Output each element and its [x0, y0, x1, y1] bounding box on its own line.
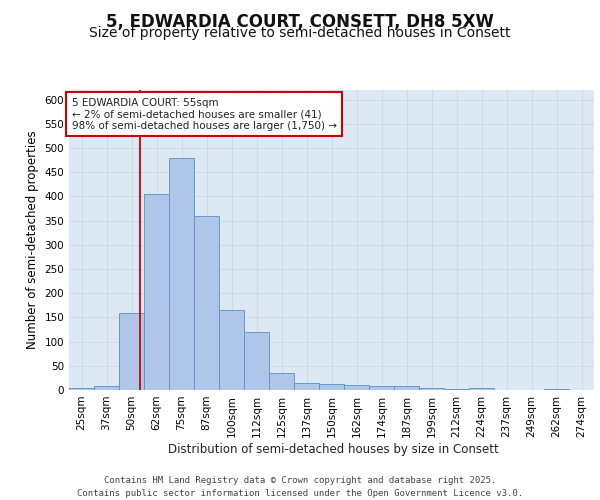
Text: Contains HM Land Registry data © Crown copyright and database right 2025.
Contai: Contains HM Land Registry data © Crown c… [77, 476, 523, 498]
Bar [244, 332, 269, 390]
Bar [419, 388, 444, 390]
Bar [319, 384, 344, 390]
Text: 5, EDWARDIA COURT, CONSETT, DH8 5XW: 5, EDWARDIA COURT, CONSETT, DH8 5XW [106, 12, 494, 30]
Bar [294, 382, 319, 390]
Bar [444, 388, 469, 390]
Bar [469, 388, 494, 390]
Bar [69, 388, 94, 390]
Bar [394, 386, 419, 390]
Bar [219, 310, 244, 390]
Text: 5 EDWARDIA COURT: 55sqm
← 2% of semi-detached houses are smaller (41)
98% of sem: 5 EDWARDIA COURT: 55sqm ← 2% of semi-det… [71, 98, 337, 130]
Bar [269, 373, 294, 390]
Bar [119, 312, 144, 390]
Text: Size of property relative to semi-detached houses in Consett: Size of property relative to semi-detach… [89, 26, 511, 40]
Bar [544, 388, 569, 390]
Bar [144, 194, 169, 390]
Bar [344, 385, 369, 390]
Bar [194, 216, 219, 390]
Bar [369, 386, 394, 390]
Bar [169, 158, 194, 390]
Text: Distribution of semi-detached houses by size in Consett: Distribution of semi-detached houses by … [167, 442, 499, 456]
Y-axis label: Number of semi-detached properties: Number of semi-detached properties [26, 130, 39, 350]
Bar [94, 386, 119, 390]
